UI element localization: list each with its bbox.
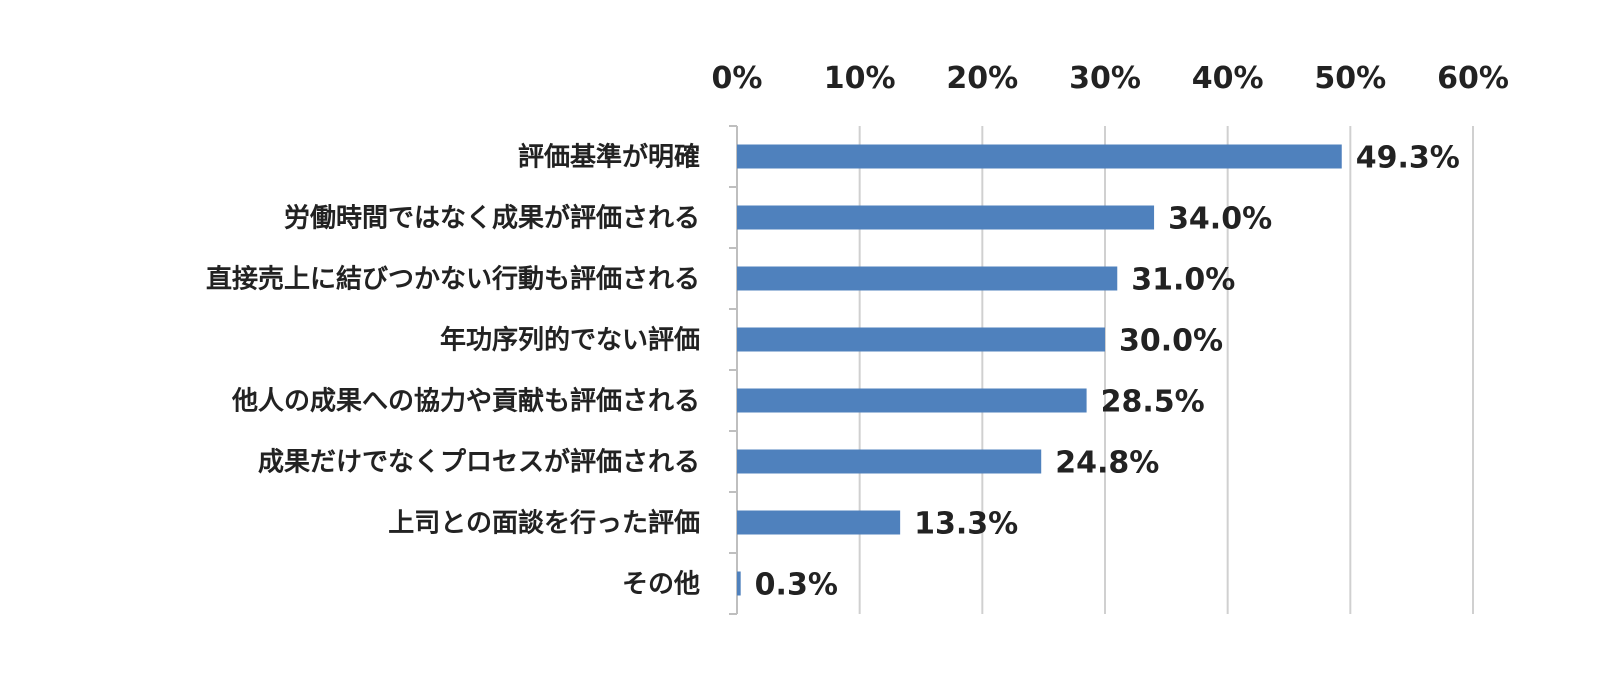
x-tick-label: 60%: [1437, 61, 1509, 96]
category-label: 上司との面談を行った評価: [388, 508, 700, 539]
data-label: 28.5%: [1101, 385, 1205, 420]
data-label: 49.3%: [1356, 141, 1460, 176]
labels: 0% 10% 20% 30% 40% 50% 60% 評価基準が明確 49.3% 労働時間ではなく…: [206, 61, 1509, 603]
data-label: 34.0%: [1168, 202, 1272, 237]
bar: [737, 571, 741, 596]
category-label: 成果だけでなくプロセスが評価される: [258, 447, 700, 478]
x-tick-label: 0%: [712, 61, 763, 96]
bar: [737, 205, 1155, 230]
data-label: 24.8%: [1055, 446, 1159, 481]
bar: [737, 327, 1105, 352]
x-tick-label: 40%: [1192, 61, 1264, 96]
category-label: 労働時間ではなく成果が評価される: [284, 203, 700, 234]
x-tick-label: 50%: [1314, 61, 1386, 96]
category-label: その他: [622, 570, 700, 600]
axes: [729, 125, 738, 615]
bar: [737, 449, 1042, 474]
data-label: 13.3%: [914, 507, 1018, 542]
bar: [737, 144, 1342, 169]
data-label: 31.0%: [1131, 263, 1235, 298]
data-label: 0.3%: [755, 568, 838, 603]
x-tick-label: 20%: [946, 61, 1018, 96]
x-tick-label: 10%: [824, 61, 896, 96]
category-label: 評価基準が明確: [518, 142, 700, 173]
x-tick-label: 30%: [1069, 61, 1141, 96]
bar: [737, 510, 901, 535]
category-label: 直接売上に結びつかない行動も評価される: [206, 264, 700, 295]
bar: [737, 388, 1087, 413]
category-label: 他人の成果への協力や貢献も評価される: [231, 386, 700, 417]
bar: [737, 266, 1118, 291]
category-label: 年功序列的でない評価: [440, 325, 700, 356]
bars: [737, 144, 1342, 596]
data-label: 30.0%: [1119, 324, 1223, 359]
